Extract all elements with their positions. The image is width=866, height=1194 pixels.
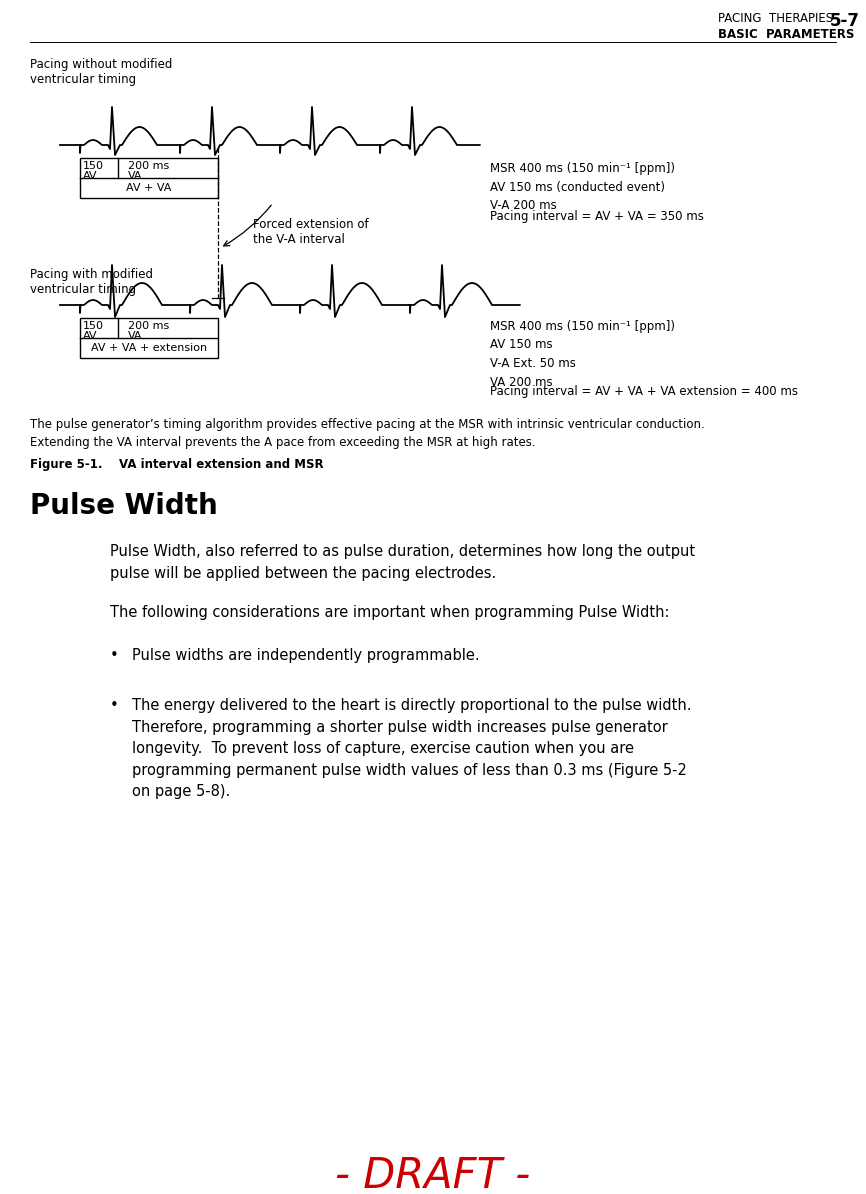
Text: •: • <box>110 698 119 713</box>
Text: Forced extension of
the V-A interval: Forced extension of the V-A interval <box>253 219 369 246</box>
Text: •: • <box>110 648 119 663</box>
Text: The following considerations are important when programming Pulse Width:: The following considerations are importa… <box>110 605 669 620</box>
Text: Pacing without modified
ventricular timing: Pacing without modified ventricular timi… <box>30 59 172 86</box>
Text: Pulse Width: Pulse Width <box>30 492 217 521</box>
Text: The energy delivered to the heart is directly proportional to the pulse width.
T: The energy delivered to the heart is dir… <box>132 698 691 800</box>
Text: Pulse widths are independently programmable.: Pulse widths are independently programma… <box>132 648 480 663</box>
Text: MSR 400 ms (150 min⁻¹ [ppm])
AV 150 ms (conducted event)
V-A 200 ms: MSR 400 ms (150 min⁻¹ [ppm]) AV 150 ms (… <box>490 162 675 213</box>
Text: AV + VA: AV + VA <box>126 183 171 193</box>
Text: - DRAFT -: - DRAFT - <box>335 1155 531 1194</box>
Text: Pacing interval = AV + VA + VA extension = 400 ms: Pacing interval = AV + VA + VA extension… <box>490 384 798 398</box>
Text: BASIC  PARAMETERS: BASIC PARAMETERS <box>718 27 855 41</box>
Text: 5-7: 5-7 <box>830 12 860 30</box>
Bar <box>80 318 218 358</box>
Text: 150: 150 <box>83 321 104 331</box>
Text: AV: AV <box>83 171 98 181</box>
Text: MSR 400 ms (150 min⁻¹ [ppm])
AV 150 ms
V-A Ext. 50 ms
VA 200 ms: MSR 400 ms (150 min⁻¹ [ppm]) AV 150 ms V… <box>490 320 675 388</box>
Text: AV + VA + extension: AV + VA + extension <box>91 343 207 353</box>
Text: Figure 5-1.    VA interval extension and MSR: Figure 5-1. VA interval extension and MS… <box>30 458 324 470</box>
Text: AV: AV <box>83 331 98 341</box>
Text: VA: VA <box>128 171 143 181</box>
Text: Pulse Width, also referred to as pulse duration, determines how long the output
: Pulse Width, also referred to as pulse d… <box>110 544 695 580</box>
Text: The pulse generator’s timing algorithm provides effective pacing at the MSR with: The pulse generator’s timing algorithm p… <box>30 418 705 449</box>
Text: Pacing with modified
ventricular timing: Pacing with modified ventricular timing <box>30 267 153 296</box>
Bar <box>80 158 218 198</box>
Text: 200 ms: 200 ms <box>128 161 169 171</box>
Text: 200 ms: 200 ms <box>128 321 169 331</box>
Text: VA: VA <box>128 331 143 341</box>
Text: Pacing interval = AV + VA = 350 ms: Pacing interval = AV + VA = 350 ms <box>490 210 704 223</box>
Text: PACING  THERAPIES: PACING THERAPIES <box>718 12 833 25</box>
Text: 150: 150 <box>83 161 104 171</box>
